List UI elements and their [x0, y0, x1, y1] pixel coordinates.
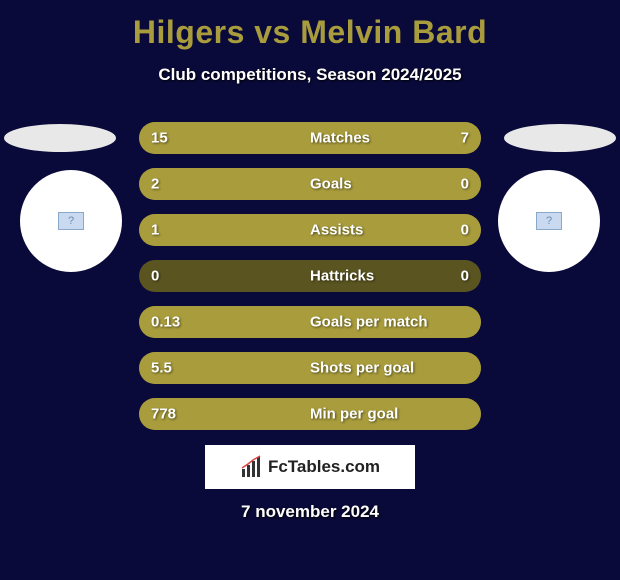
- stat-row: 0.13 Goals per match: [139, 306, 481, 338]
- comparison-bars: 15 7 Matches 2 0 Goals 1 0 Assists 0 0 Hattricks 0.1…: [139, 122, 481, 444]
- stat-row: 2 0 Goals: [139, 168, 481, 200]
- page-title: Hilgers vs Melvin Bard: [0, 0, 620, 51]
- stat-label: Shots per goal: [310, 360, 414, 377]
- stat-bar-left: [139, 168, 399, 200]
- stat-value-left: 778: [151, 406, 176, 423]
- stat-value-right: 0: [461, 176, 469, 193]
- chart-icon: [240, 455, 264, 479]
- stat-label: Hattricks: [310, 268, 374, 285]
- stat-value-left: 15: [151, 130, 168, 147]
- player-left-avatar: ?: [20, 170, 122, 272]
- placeholder-icon: ?: [58, 212, 84, 230]
- generated-date: 7 november 2024: [241, 502, 379, 522]
- stat-value-left: 5.5: [151, 360, 172, 377]
- stat-label: Assists: [310, 222, 363, 239]
- player-right-nation-ellipse: [504, 124, 616, 152]
- fctables-logo: FcTables.com: [205, 445, 415, 489]
- stat-value-right: 0: [461, 268, 469, 285]
- stat-value-right: 0: [461, 222, 469, 239]
- stat-label: Goals per match: [310, 314, 428, 331]
- stat-value-right: 7: [461, 130, 469, 147]
- stat-label: Goals: [310, 176, 352, 193]
- placeholder-icon: ?: [536, 212, 562, 230]
- stat-value-left: 0: [151, 268, 159, 285]
- stat-row: 778 Min per goal: [139, 398, 481, 430]
- stat-row: 5.5 Shots per goal: [139, 352, 481, 384]
- stat-value-left: 1: [151, 222, 159, 239]
- stat-value-left: 2: [151, 176, 159, 193]
- stat-row: 0 0 Hattricks: [139, 260, 481, 292]
- stat-value-left: 0.13: [151, 314, 180, 331]
- stat-row: 1 0 Assists: [139, 214, 481, 246]
- player-left-nation-ellipse: [4, 124, 116, 152]
- player-right-avatar: ?: [498, 170, 600, 272]
- stat-row: 15 7 Matches: [139, 122, 481, 154]
- logo-text: FcTables.com: [268, 457, 380, 477]
- page-subtitle: Club competitions, Season 2024/2025: [0, 65, 620, 85]
- stat-label: Matches: [310, 130, 370, 147]
- stat-label: Min per goal: [310, 406, 398, 423]
